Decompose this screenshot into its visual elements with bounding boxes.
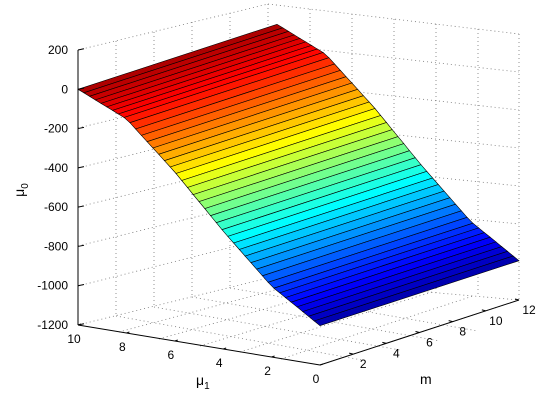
- mu1-tick-mark: [271, 355, 275, 358]
- z-tick-mark: [77, 87, 85, 90]
- z-axis-label: μ0: [11, 183, 31, 197]
- m-tick-label: 8: [459, 325, 466, 339]
- z-axis-ticks: 200 0 -200 -400 -600 -800 -1000 -1200: [37, 43, 85, 332]
- mu1-tick-mark: [174, 339, 178, 342]
- mu1-tick-label: 4: [216, 356, 223, 370]
- m-tick-mark: [514, 298, 520, 301]
- mu1-tick-mark: [126, 331, 130, 334]
- mu1-tick-mark: [77, 323, 82, 326]
- z-tick-label: 200: [48, 43, 68, 57]
- mu1-axis-label: μ1: [196, 372, 210, 392]
- surface-strip: [313, 255, 520, 327]
- m-axis-label: m: [420, 371, 432, 387]
- z-tick-label: -800: [44, 239, 68, 253]
- m-tick-label: 10: [489, 314, 503, 328]
- z-tick-label: -600: [44, 200, 68, 214]
- m-tick-label: 4: [393, 346, 400, 360]
- mu1-tick-mark: [223, 347, 227, 350]
- surface: [77, 23, 520, 327]
- m-tick-label: 6: [426, 336, 433, 350]
- z-tick-mark: [77, 48, 85, 51]
- mu1-tick-label: 8: [119, 340, 126, 354]
- mu1-tick-label: 6: [167, 348, 174, 362]
- z-tick-mark: [77, 126, 85, 130]
- m-tick-mark: [382, 341, 387, 344]
- mu1-tick-label: 10: [67, 332, 81, 346]
- mu1-tick-label: 0: [313, 372, 320, 386]
- m-tick-label: 2: [360, 357, 367, 371]
- m-axis-ticks: 2 4 6 8 10 12: [349, 298, 536, 371]
- z-tick-label: -400: [44, 161, 68, 175]
- m-tick-mark: [448, 320, 453, 323]
- m-tick-mark: [349, 352, 354, 355]
- mu1-tick-mark: [319, 363, 324, 366]
- z-tick-label: -1200: [37, 318, 68, 332]
- z-tick-label: -200: [44, 122, 68, 136]
- z-tick-mark: [77, 166, 85, 169]
- m-tick-label: 12: [522, 303, 536, 317]
- z-tick-mark: [77, 244, 85, 247]
- m-tick-mark: [415, 331, 420, 333]
- z-tick-mark: [77, 284, 85, 287]
- z-tick-mark: [77, 205, 85, 208]
- z-tick-label: -1000: [37, 279, 68, 293]
- z-tick-label: 0: [61, 82, 68, 96]
- mu1-axis-ticks: 10 8 6 4 2 0: [67, 323, 324, 386]
- m-tick-mark: [481, 309, 486, 312]
- mu1-tick-label: 2: [264, 364, 271, 378]
